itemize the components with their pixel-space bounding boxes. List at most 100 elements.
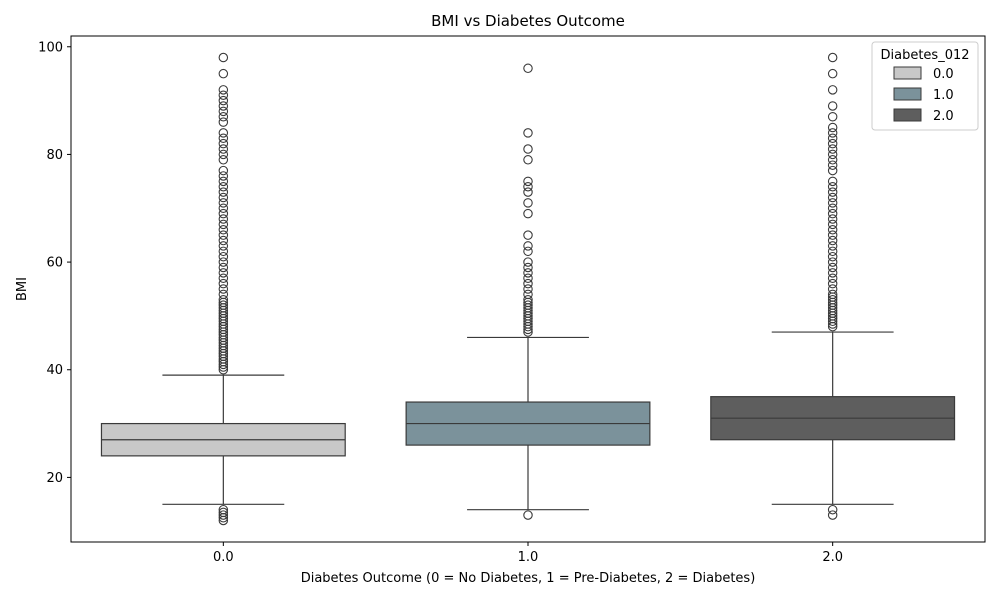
outlier-point xyxy=(827,295,838,305)
legend-swatch xyxy=(893,108,922,122)
plot-area xyxy=(100,52,956,526)
outlier-point xyxy=(218,149,229,160)
outlier-point xyxy=(827,155,838,165)
outlier-point xyxy=(827,284,838,294)
outlier-point xyxy=(827,225,838,235)
outlier-point xyxy=(218,246,229,257)
outlier-point xyxy=(218,155,229,165)
outlier-point xyxy=(218,295,229,305)
chart-title: BMI vs Diabetes Outcome xyxy=(431,12,625,30)
outlier-point xyxy=(827,289,838,300)
legend: Diabetes_012 0.0 1.0 2.0 xyxy=(871,41,979,131)
outlier-point xyxy=(218,507,229,518)
y-tick-label: 60 xyxy=(46,256,63,271)
outlier-point xyxy=(827,160,838,170)
outlier-point xyxy=(218,133,229,144)
outlier-point xyxy=(523,289,533,300)
outlier-point xyxy=(827,257,838,267)
outlier-point xyxy=(827,251,838,262)
legend-entry-label: 0.0 xyxy=(933,67,954,82)
outlier-point xyxy=(523,208,533,219)
outlier-point xyxy=(523,268,533,278)
outlier-point xyxy=(827,144,838,154)
y-axis-label: BMI xyxy=(15,277,30,301)
outlier-point xyxy=(218,241,229,251)
outlier-point xyxy=(218,284,229,294)
outlier-point xyxy=(218,165,229,176)
outlier-point xyxy=(827,85,838,95)
outlier-point xyxy=(218,106,229,117)
outlier-point xyxy=(218,230,229,240)
outlier-point xyxy=(218,504,229,515)
outlier-point xyxy=(523,241,533,251)
outlier-point xyxy=(523,144,533,154)
outlier-point xyxy=(523,284,533,294)
outlier-point xyxy=(523,176,533,187)
x-tick-label: 0.0 xyxy=(213,550,234,565)
outlier-point xyxy=(523,187,533,197)
outlier-point xyxy=(523,128,533,138)
outlier-point xyxy=(218,214,229,224)
y-tick-label: 40 xyxy=(46,363,63,378)
outlier-point xyxy=(218,90,229,100)
x-axis-label: Diabetes Outcome (0 = No Diabetes, 1 = P… xyxy=(301,571,756,586)
outlier-point xyxy=(827,268,838,278)
outlier-point xyxy=(218,85,229,95)
outlier-point xyxy=(827,122,838,133)
outlier-point xyxy=(827,101,838,111)
outlier-point xyxy=(218,198,229,208)
outlier-point xyxy=(218,187,229,197)
outlier-point xyxy=(218,225,229,235)
outlier-point xyxy=(523,155,533,165)
outlier-point xyxy=(827,165,838,176)
box-group-1.0 xyxy=(405,63,651,520)
outlier-point xyxy=(218,251,229,262)
outlier-point xyxy=(218,203,229,214)
outlier-point xyxy=(827,149,838,160)
x-axis: 0.0 1.0 2.0 xyxy=(213,542,843,565)
outlier-point xyxy=(218,289,229,300)
outlier-point xyxy=(523,230,533,240)
outlier-point xyxy=(827,246,838,257)
outlier-point xyxy=(218,219,229,230)
outlier-point xyxy=(218,235,229,246)
outlier-point xyxy=(218,192,229,203)
outlier-point xyxy=(827,504,838,515)
legend-swatch xyxy=(893,87,922,101)
outlier-point xyxy=(523,181,533,192)
outlier-point xyxy=(218,52,229,63)
outlier-point xyxy=(827,208,838,219)
legend-entry-label: 1.0 xyxy=(933,88,954,103)
outlier-point xyxy=(827,203,838,214)
outlier-point xyxy=(523,295,533,305)
outlier-point xyxy=(218,208,229,219)
outlier-point xyxy=(827,187,838,197)
outlier-point xyxy=(827,214,838,224)
outlier-point xyxy=(218,181,229,192)
y-tick-label: 80 xyxy=(46,148,63,163)
outlier-point xyxy=(827,241,838,251)
x-tick-label: 2.0 xyxy=(822,550,843,565)
outlier-point xyxy=(827,219,838,230)
outlier-point xyxy=(218,95,229,106)
outlier-point xyxy=(827,181,838,192)
outlier-point xyxy=(218,257,229,267)
outlier-point xyxy=(827,278,838,289)
outlier-point xyxy=(827,138,838,149)
x-tick-label: 1.0 xyxy=(518,550,539,565)
outlier-point xyxy=(218,510,229,520)
box-group-0.0 xyxy=(100,52,346,526)
outlier-point xyxy=(827,230,838,240)
outlier-point xyxy=(218,273,229,283)
outlier-point xyxy=(218,111,229,122)
y-tick-label: 20 xyxy=(46,471,63,486)
outlier-point xyxy=(218,101,229,111)
outlier-point xyxy=(827,262,838,273)
outlier-point xyxy=(218,278,229,289)
outlier-point xyxy=(827,68,838,79)
outlier-point xyxy=(523,510,533,520)
outlier-point xyxy=(827,176,838,187)
outlier-point xyxy=(218,176,229,187)
y-tick-label: 100 xyxy=(38,40,63,55)
